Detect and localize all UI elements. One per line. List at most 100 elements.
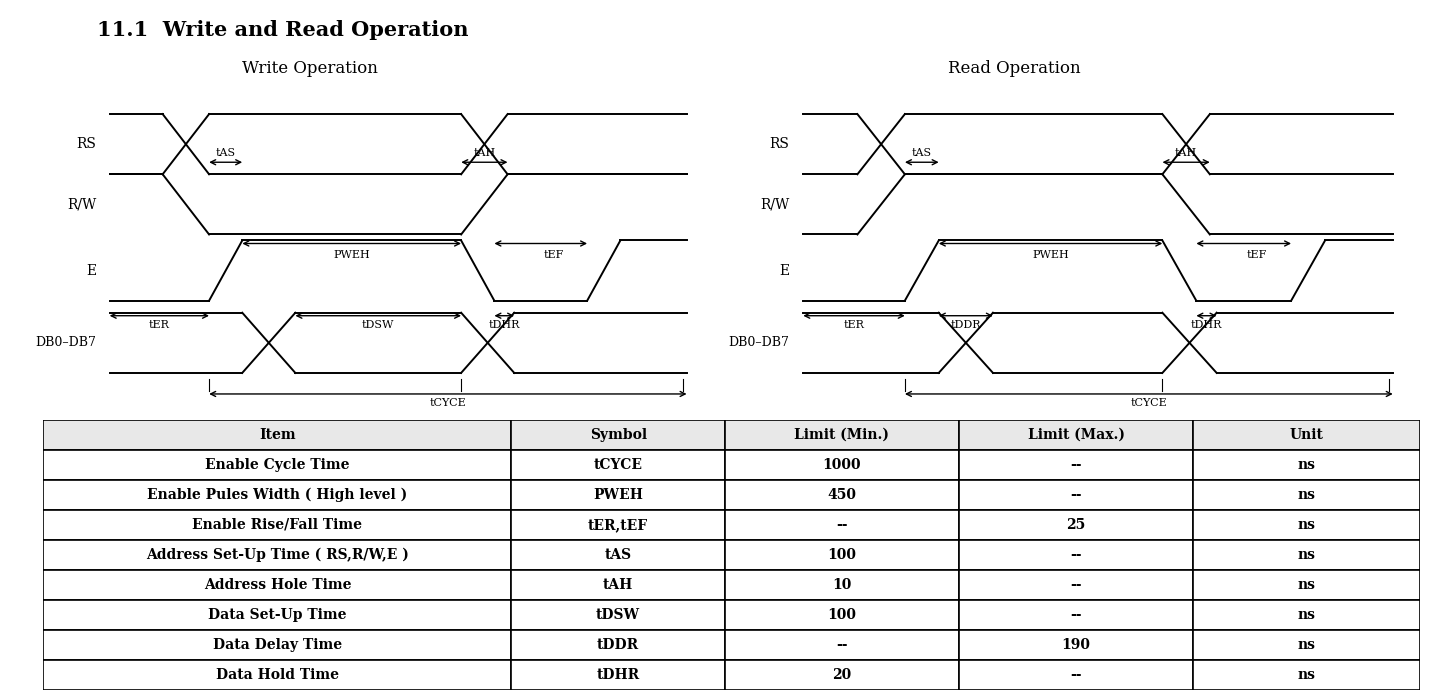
Text: tEF: tEF xyxy=(544,249,564,260)
Text: PWEH: PWEH xyxy=(333,249,371,260)
Text: Limit (Min.): Limit (Min.) xyxy=(795,428,890,442)
Text: tAS: tAS xyxy=(911,148,932,158)
Text: 11.1  Write and Read Operation: 11.1 Write and Read Operation xyxy=(98,20,469,40)
Text: tAH: tAH xyxy=(603,578,633,592)
Text: 190: 190 xyxy=(1061,638,1090,652)
Text: Address Hole Time: Address Hole Time xyxy=(203,578,350,592)
Text: tDDR: tDDR xyxy=(597,638,639,652)
FancyBboxPatch shape xyxy=(1193,600,1420,629)
Text: ns: ns xyxy=(1298,638,1315,652)
Text: tER,tEF: tER,tEF xyxy=(588,518,649,532)
FancyBboxPatch shape xyxy=(725,659,959,690)
Text: tDSW: tDSW xyxy=(596,608,640,622)
Text: 20: 20 xyxy=(832,668,852,682)
Text: 25: 25 xyxy=(1067,518,1086,532)
FancyBboxPatch shape xyxy=(959,480,1193,510)
Text: 100: 100 xyxy=(828,547,857,561)
FancyBboxPatch shape xyxy=(1193,450,1420,480)
Text: tCYCE: tCYCE xyxy=(1131,398,1167,409)
FancyBboxPatch shape xyxy=(512,629,725,659)
Text: ns: ns xyxy=(1298,458,1315,472)
Text: --: -- xyxy=(836,518,848,532)
FancyBboxPatch shape xyxy=(512,540,725,570)
Text: 450: 450 xyxy=(828,488,857,502)
FancyBboxPatch shape xyxy=(1193,510,1420,540)
Text: tER: tER xyxy=(844,320,864,330)
Text: DB0–DB7: DB0–DB7 xyxy=(728,336,790,349)
FancyBboxPatch shape xyxy=(959,570,1193,600)
Text: --: -- xyxy=(1070,608,1082,622)
FancyBboxPatch shape xyxy=(43,570,512,600)
Text: Item: Item xyxy=(260,428,296,442)
Text: PWEH: PWEH xyxy=(593,488,643,502)
FancyBboxPatch shape xyxy=(725,420,959,450)
FancyBboxPatch shape xyxy=(959,510,1193,540)
Text: Data Set-Up Time: Data Set-Up Time xyxy=(208,608,346,622)
Text: --: -- xyxy=(1070,668,1082,682)
FancyBboxPatch shape xyxy=(43,600,512,629)
Text: Address Set-Up Time ( RS,R/W,E ): Address Set-Up Time ( RS,R/W,E ) xyxy=(146,547,408,562)
FancyBboxPatch shape xyxy=(1193,570,1420,600)
Text: Enable Cycle Time: Enable Cycle Time xyxy=(205,458,349,472)
Text: ns: ns xyxy=(1298,608,1315,622)
FancyBboxPatch shape xyxy=(43,659,512,690)
FancyBboxPatch shape xyxy=(725,629,959,659)
FancyBboxPatch shape xyxy=(725,600,959,629)
Text: PWEH: PWEH xyxy=(1032,249,1069,260)
FancyBboxPatch shape xyxy=(959,540,1193,570)
Text: 100: 100 xyxy=(828,608,857,622)
FancyBboxPatch shape xyxy=(1193,540,1420,570)
FancyBboxPatch shape xyxy=(725,510,959,540)
FancyBboxPatch shape xyxy=(1193,420,1420,450)
Text: tDHR: tDHR xyxy=(489,320,521,330)
Text: tAS: tAS xyxy=(216,148,235,158)
Text: E: E xyxy=(87,264,97,278)
FancyBboxPatch shape xyxy=(959,629,1193,659)
Text: ns: ns xyxy=(1298,518,1315,532)
FancyBboxPatch shape xyxy=(1193,629,1420,659)
Text: Unit: Unit xyxy=(1289,428,1324,442)
FancyBboxPatch shape xyxy=(43,540,512,570)
FancyBboxPatch shape xyxy=(43,480,512,510)
Text: Read Operation: Read Operation xyxy=(947,60,1080,77)
Text: 1000: 1000 xyxy=(823,458,861,472)
Text: ns: ns xyxy=(1298,578,1315,592)
FancyBboxPatch shape xyxy=(43,629,512,659)
FancyBboxPatch shape xyxy=(959,600,1193,629)
Text: --: -- xyxy=(1070,488,1082,502)
Text: Limit (Max.): Limit (Max.) xyxy=(1028,428,1125,442)
Text: 10: 10 xyxy=(832,578,852,592)
Text: ns: ns xyxy=(1298,547,1315,561)
FancyBboxPatch shape xyxy=(959,659,1193,690)
FancyBboxPatch shape xyxy=(43,450,512,480)
Text: tER: tER xyxy=(149,320,170,330)
Text: tDDR: tDDR xyxy=(950,320,981,330)
Text: Symbol: Symbol xyxy=(590,428,647,442)
Text: RS: RS xyxy=(770,137,790,151)
Text: R/W: R/W xyxy=(760,197,790,211)
FancyBboxPatch shape xyxy=(1193,480,1420,510)
FancyBboxPatch shape xyxy=(512,510,725,540)
FancyBboxPatch shape xyxy=(725,540,959,570)
Text: DB0–DB7: DB0–DB7 xyxy=(36,336,97,349)
FancyBboxPatch shape xyxy=(959,450,1193,480)
Text: --: -- xyxy=(836,638,848,652)
Text: tCYCE: tCYCE xyxy=(594,458,643,472)
Text: Data Delay Time: Data Delay Time xyxy=(213,638,342,652)
Text: tCYCE: tCYCE xyxy=(430,398,466,409)
Text: ns: ns xyxy=(1298,668,1315,682)
FancyBboxPatch shape xyxy=(725,480,959,510)
FancyBboxPatch shape xyxy=(43,420,512,450)
FancyBboxPatch shape xyxy=(1193,659,1420,690)
Text: --: -- xyxy=(1070,458,1082,472)
Text: --: -- xyxy=(1070,547,1082,561)
Text: ns: ns xyxy=(1298,488,1315,502)
Text: tDHR: tDHR xyxy=(597,668,640,682)
FancyBboxPatch shape xyxy=(512,480,725,510)
Text: RS: RS xyxy=(76,137,97,151)
Text: tDSW: tDSW xyxy=(362,320,395,330)
Text: tAH: tAH xyxy=(1175,148,1197,158)
Text: tAH: tAH xyxy=(473,148,496,158)
Text: tDHR: tDHR xyxy=(1191,320,1223,330)
FancyBboxPatch shape xyxy=(725,570,959,600)
